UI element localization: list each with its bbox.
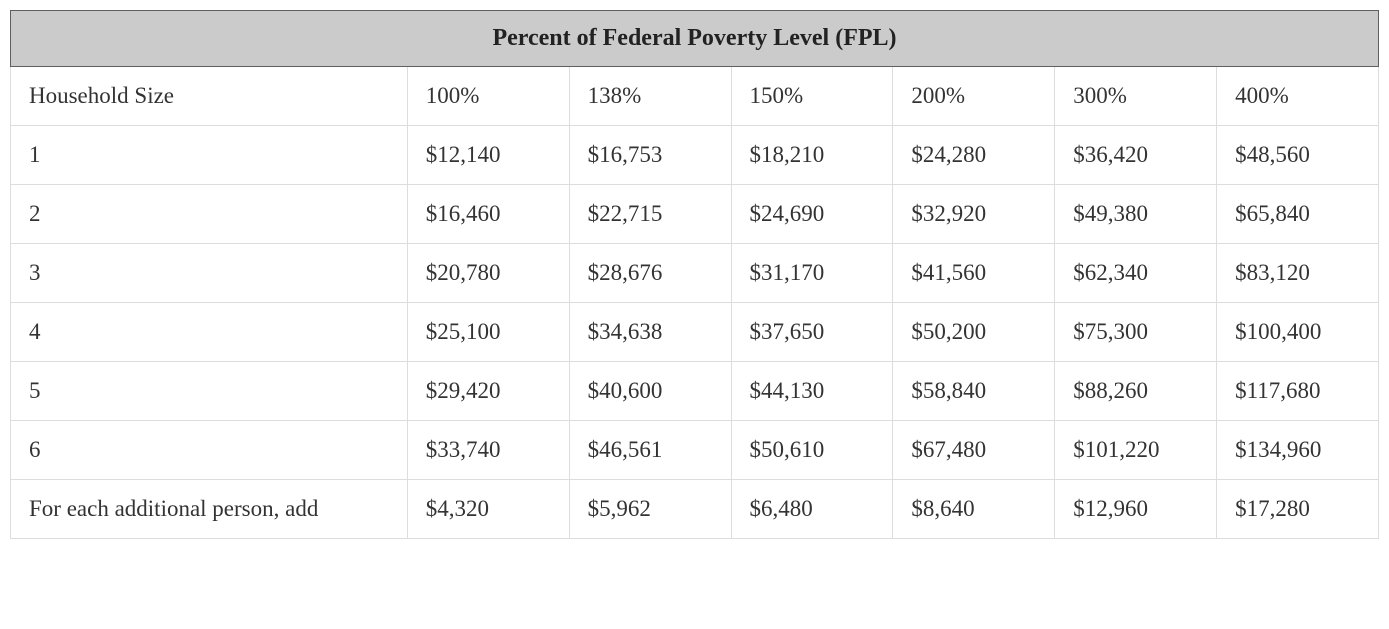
- cell-value: $75,300: [1055, 303, 1217, 362]
- percent-col-0: 100%: [407, 67, 569, 126]
- cell-value: $62,340: [1055, 244, 1217, 303]
- table-row: For each additional person, add $4,320 $…: [11, 480, 1379, 539]
- cell-value: $50,200: [893, 303, 1055, 362]
- row-label: 2: [11, 185, 408, 244]
- cell-value: $4,320: [407, 480, 569, 539]
- cell-value: $32,920: [893, 185, 1055, 244]
- cell-value: $41,560: [893, 244, 1055, 303]
- cell-value: $37,650: [731, 303, 893, 362]
- cell-value: $28,676: [569, 244, 731, 303]
- cell-value: $6,480: [731, 480, 893, 539]
- table-title-row: Percent of Federal Poverty Level (FPL): [11, 11, 1379, 67]
- cell-value: $58,840: [893, 362, 1055, 421]
- cell-value: $100,400: [1217, 303, 1379, 362]
- cell-value: $24,280: [893, 126, 1055, 185]
- cell-value: $88,260: [1055, 362, 1217, 421]
- fpl-table: Percent of Federal Poverty Level (FPL) H…: [10, 10, 1379, 539]
- cell-value: $46,561: [569, 421, 731, 480]
- cell-value: $12,140: [407, 126, 569, 185]
- cell-value: $5,962: [569, 480, 731, 539]
- cell-value: $49,380: [1055, 185, 1217, 244]
- row-label: For each additional person, add: [11, 480, 408, 539]
- table-row: 1 $12,140 $16,753 $18,210 $24,280 $36,42…: [11, 126, 1379, 185]
- table-header-row: Household Size 100% 138% 150% 200% 300% …: [11, 67, 1379, 126]
- cell-value: $12,960: [1055, 480, 1217, 539]
- cell-value: $25,100: [407, 303, 569, 362]
- cell-value: $36,420: [1055, 126, 1217, 185]
- percent-col-5: 400%: [1217, 67, 1379, 126]
- cell-value: $33,740: [407, 421, 569, 480]
- cell-value: $83,120: [1217, 244, 1379, 303]
- cell-value: $16,753: [569, 126, 731, 185]
- cell-value: $29,420: [407, 362, 569, 421]
- cell-value: $34,638: [569, 303, 731, 362]
- cell-value: $40,600: [569, 362, 731, 421]
- cell-value: $17,280: [1217, 480, 1379, 539]
- percent-col-4: 300%: [1055, 67, 1217, 126]
- cell-value: $50,610: [731, 421, 893, 480]
- row-label: 5: [11, 362, 408, 421]
- cell-value: $101,220: [1055, 421, 1217, 480]
- cell-value: $22,715: [569, 185, 731, 244]
- table-row: 4 $25,100 $34,638 $37,650 $50,200 $75,30…: [11, 303, 1379, 362]
- table-row: 2 $16,460 $22,715 $24,690 $32,920 $49,38…: [11, 185, 1379, 244]
- cell-value: $31,170: [731, 244, 893, 303]
- percent-col-1: 138%: [569, 67, 731, 126]
- percent-col-2: 150%: [731, 67, 893, 126]
- cell-value: $65,840: [1217, 185, 1379, 244]
- row-label: 4: [11, 303, 408, 362]
- cell-value: $18,210: [731, 126, 893, 185]
- cell-value: $16,460: [407, 185, 569, 244]
- cell-value: $44,130: [731, 362, 893, 421]
- row-label: 6: [11, 421, 408, 480]
- table-row: 5 $29,420 $40,600 $44,130 $58,840 $88,26…: [11, 362, 1379, 421]
- cell-value: $117,680: [1217, 362, 1379, 421]
- cell-value: $24,690: [731, 185, 893, 244]
- cell-value: $20,780: [407, 244, 569, 303]
- table-row: 3 $20,780 $28,676 $31,170 $41,560 $62,34…: [11, 244, 1379, 303]
- cell-value: $48,560: [1217, 126, 1379, 185]
- table-title: Percent of Federal Poverty Level (FPL): [11, 11, 1379, 67]
- cell-value: $8,640: [893, 480, 1055, 539]
- table-row: 6 $33,740 $46,561 $50,610 $67,480 $101,2…: [11, 421, 1379, 480]
- row-label: 1: [11, 126, 408, 185]
- cell-value: $67,480: [893, 421, 1055, 480]
- cell-value: $134,960: [1217, 421, 1379, 480]
- percent-col-3: 200%: [893, 67, 1055, 126]
- row-label: 3: [11, 244, 408, 303]
- household-size-header: Household Size: [11, 67, 408, 126]
